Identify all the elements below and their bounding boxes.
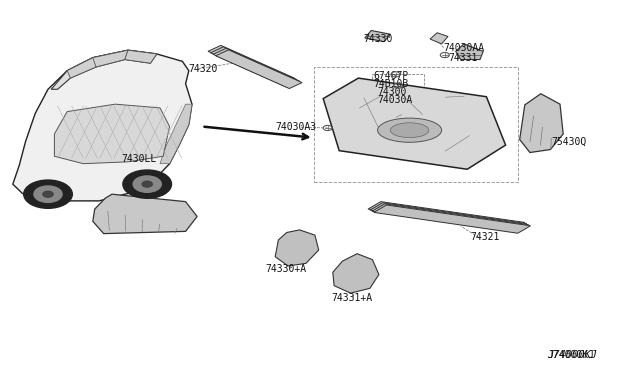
Text: 74331+A: 74331+A (332, 294, 372, 303)
Circle shape (133, 176, 161, 192)
Ellipse shape (378, 118, 442, 142)
Polygon shape (374, 205, 531, 233)
Polygon shape (365, 31, 390, 42)
Polygon shape (51, 50, 157, 89)
Circle shape (142, 181, 152, 187)
Polygon shape (216, 50, 302, 89)
Text: 7430LL: 7430LL (122, 154, 157, 164)
Polygon shape (211, 47, 297, 86)
Polygon shape (93, 194, 197, 234)
Circle shape (43, 191, 53, 197)
Text: 74030AA: 74030AA (444, 43, 484, 52)
Circle shape (123, 170, 172, 198)
Polygon shape (67, 58, 125, 78)
Text: 74330: 74330 (364, 34, 393, 44)
Polygon shape (333, 254, 379, 293)
Polygon shape (323, 78, 506, 169)
Polygon shape (160, 104, 192, 164)
Text: 74B10B: 74B10B (373, 79, 408, 89)
Polygon shape (125, 50, 157, 63)
Ellipse shape (390, 123, 429, 138)
Polygon shape (520, 94, 563, 153)
Polygon shape (372, 204, 529, 232)
Polygon shape (430, 33, 448, 44)
Text: 67467P: 67467P (373, 71, 408, 81)
Text: J74000KJ: J74000KJ (547, 350, 594, 360)
Text: 74331: 74331 (448, 53, 477, 62)
Polygon shape (456, 44, 483, 60)
Text: 74330+A: 74330+A (266, 264, 307, 273)
Polygon shape (13, 50, 192, 201)
Polygon shape (368, 202, 525, 230)
Circle shape (24, 180, 72, 208)
Text: 74030A: 74030A (378, 96, 413, 105)
Text: 75430Q: 75430Q (552, 137, 587, 147)
Polygon shape (213, 48, 300, 87)
Polygon shape (370, 203, 527, 231)
Circle shape (34, 186, 62, 202)
Text: 74321: 74321 (470, 232, 500, 242)
Polygon shape (54, 104, 170, 164)
Text: J74000KJ: J74000KJ (547, 350, 597, 360)
Text: 74300: 74300 (378, 87, 407, 97)
Polygon shape (208, 45, 294, 84)
Polygon shape (93, 50, 128, 67)
Polygon shape (275, 230, 319, 266)
Text: 74320: 74320 (189, 64, 218, 74)
Text: 74030A3: 74030A3 (275, 122, 316, 132)
